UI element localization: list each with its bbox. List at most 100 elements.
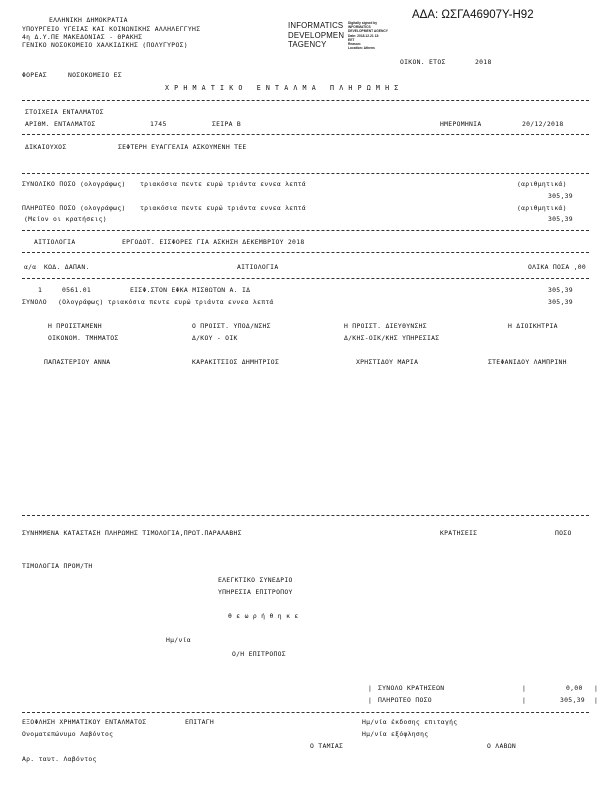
fiscal-year: 2018	[475, 58, 492, 66]
summary-bar: |	[594, 696, 599, 704]
cheque-label: ΕΠΙΤΑΓΗ	[185, 718, 215, 726]
signature-role2: Δ/ΚΗΣ-ΟΙΚ/ΚΗΣ ΥΠΗΡΕΣΙΑΣ	[344, 334, 440, 342]
col-header-code: ΚΩΔ. ΔΑΠΑΝ.	[44, 263, 90, 271]
order-series: ΣΕΙΡΑ Β	[212, 120, 242, 128]
order-date: 20/12/2018	[522, 120, 564, 128]
receiver-label: Ο ΛΑΒΩΝ	[487, 742, 517, 750]
beneficiary-label: ΔΙΚΑΙΟΥΧΟΣ	[25, 143, 67, 151]
amount-header: ΠΟΣΟ	[555, 529, 572, 537]
audit-court: ΕΛΕΓΚΤΙΚΟ ΣΥΝΕΔΡΙΟ	[218, 576, 293, 584]
signature-name: ΧΡΗΣΤΙΔΟΥ ΜΑΡΙΑ	[356, 358, 419, 366]
audit-commissioner: Ο/Η ΕΠΙΤΡΟΠΟΣ	[232, 650, 286, 658]
settlement-label: ΕΞΟΦΛΗΣΗ ΧΡΗΜΑΤΙΚΟΥ ΕΝΤΑΛΜΑΤΟΣ	[22, 718, 147, 726]
justification-text: ΕΡΓΟΔΟΤ. ΕΙΣΦΟΡΕΣ ΓΙΑ ΑΣΚΗΣΗ ΔΕΚΕΜΒΡΙΟΥ …	[122, 238, 305, 246]
signature-role: Ο ΠΡΟΙΣΤ. ΥΠΟΔ/ΝΣΗΣ	[192, 322, 271, 330]
recipient-id-label: Αρ. ταυτ. Λαβόντος	[22, 755, 97, 763]
signature-role2: ΟΙΚΟΝΟΜ. ΤΜΗΜΑΤΟΣ	[48, 334, 119, 342]
stamp-line: INFORMATICS	[288, 21, 344, 30]
header-hospital: ΓΕΝΙΚΟ ΝΟΣΟΚΟΜΕΙΟ ΧΑΛΚΙΔΙΚΗΣ (ΠΟΛΥΓΥΡΟΣ)	[22, 41, 188, 49]
signature-role: Η ΠΡΟΙΣΤ. ΔΙΕΥΘΥΝΣΗΣ	[344, 322, 427, 330]
row-no: 1	[38, 286, 43, 294]
table-total-label: ΣΥΝΟΛΟ	[22, 298, 47, 306]
payment-date-label: Ημ/νία εξόφλησης	[362, 730, 429, 738]
summary-bar: |	[522, 684, 527, 692]
stamp-meta-line: Digitally signed by	[348, 21, 378, 25]
in-words-label: (ολογράφως)	[80, 180, 126, 188]
signature-role2: Δ/ΚΟΥ - ΟΙΚ	[192, 334, 238, 342]
numeric-label: (αριθμητικά)	[517, 204, 567, 212]
table-total-words: (Ολογράφως) τριακόσια πεντε ευρώ τριάντα…	[58, 298, 274, 306]
col-header-amount: ΟΛΙΚΑ ΠΟΣΑ ,00	[528, 263, 587, 271]
summary-bar: |	[594, 684, 599, 692]
total-amount: 305,39	[548, 192, 573, 200]
summary-bar: |	[368, 684, 373, 692]
supplier-invoices-label: ΤΙΜΟΛΟΓΙΑ ΠΡΟΜ/ΤΗ	[22, 562, 93, 570]
stamp-line: TAGENCY	[288, 40, 327, 49]
payable-in-words: τριακόσια πεντε ευρώ τριάντα εννεα λεπτά	[140, 204, 306, 212]
stamp-meta-line: Reason:	[348, 42, 362, 47]
signature-name: ΠΑΠΑΣΤΕΡΙΟΥ ΑΝΝΑ	[44, 358, 111, 366]
cashier-label: Ο ΤΑΜΙΑΣ	[310, 742, 344, 750]
summary-deductions: 0,00	[566, 684, 583, 692]
col-header-justification: ΑΙΤΙΟΛΟΓΙΑ	[237, 263, 279, 271]
row-desc: ΕΙΣΦ.ΣΤΟΝ ΕΦΚΑ ΜΙΣΘΩΤΩΝ Α. ΙΔ	[130, 286, 251, 294]
order-number: 1745	[150, 120, 167, 128]
divider	[22, 230, 589, 231]
divider	[22, 252, 589, 253]
fiscal-year-label: ΟΙΚΟΝ. ΕΤΟΣ	[400, 58, 446, 66]
ada-code: ΑΔΑ: ΩΣΓΑ46907Υ-Η92	[412, 9, 534, 21]
divider	[22, 100, 589, 101]
audit-service: ΥΠΗΡΕΣΙΑ ΕΠΙΤΡΟΠΟΥ	[218, 588, 293, 596]
col-header-no: α/α	[24, 263, 37, 271]
payable-amount: 305,39	[548, 215, 573, 223]
stamp-meta-line: DEVELOPMENT AGENCY	[348, 29, 388, 34]
divider	[22, 278, 589, 279]
summary-bar: |	[522, 696, 527, 704]
recipient-name-label: Ονοματεπώνυμο Λαβόντος	[22, 730, 114, 738]
signature-role: Η ΠΡΟΙΣΤΑΜΕΝΗ	[48, 322, 102, 330]
row-amount: 305,39	[548, 286, 573, 294]
stamp-meta-line: Date: 2018.12.21 13:	[348, 33, 380, 38]
header-region: 4η Δ.Υ.ΠΕ ΜΑΚΕΔΟΝΙΑΣ - ΘΡΑΚΗΣ	[22, 33, 143, 41]
table-total-amount: 305,39	[548, 298, 573, 306]
audit-approved: θ ε ω ρ ή θ η κ ε	[228, 612, 299, 620]
order-section-label: ΣΤΟΙΧΕΙΑ ΕΝΤΑΛΜΑΤΟΣ	[25, 108, 104, 116]
order-date-label: ΗΜΕΡΟΜΗΝΙΑ	[440, 120, 482, 128]
less-deductions-label: (Μείον οι κρατήσεις)	[24, 215, 107, 223]
attachments-label: ΣΥΝΗΜΜΕΝΑ ΚΑΤΑΣΤΑΣΗ ΠΛΗΡΩΜΗΣ ΤΙΜΟΛΟΓΙΑ,Π…	[22, 529, 242, 537]
signature-name: ΣΤΕΦΑΝΙΔΟΥ ΛΑΜΠΡΙΝΗ	[488, 358, 567, 366]
payable-amount-label: ΠΛΗΡΩΤΕΟ ΠΟΣΟ	[22, 204, 76, 212]
summary-deductions-label: ΣΥΝΟΛΟ ΚΡΑΤΗΣΕΩΝ	[378, 684, 445, 692]
audit-date-label: Ημ/νία	[166, 636, 191, 644]
justification-label: ΑΙΤΙΟΛΟΓΙΑ	[34, 238, 76, 246]
total-amount-label: ΣΥΝΟΛΙΚΟ ΠΟΣΟ	[22, 180, 76, 188]
stamp-line: DEVELOPMEN	[288, 30, 345, 40]
document-title: ΧΡΗΜΑΤΙΚΟ ΕΝΤΑΛΜΑ ΠΛΗΡΩΜΗΣ	[165, 84, 404, 92]
divider	[22, 173, 589, 174]
row-code: 0561.01	[62, 286, 92, 294]
summary-payable: 305,39	[560, 696, 585, 704]
header-country: ΕΛΛΗΝΙΚΗ ΔΗΜΟΚΡΑΤΙΑ	[49, 16, 128, 24]
divider	[22, 134, 589, 135]
in-words-label: (ολογράφως)	[80, 204, 126, 212]
agency-label: ΦΟΡΕΑΣ	[22, 71, 47, 79]
stamp-meta-line: INFORMATICS	[348, 25, 371, 30]
order-number-label: ΑΡΙΘΜ. ΕΝΤΑΛΜΑΤΟΣ	[25, 120, 96, 128]
stamp-meta-line: Location: Athens	[348, 46, 375, 51]
header-ministry: ΥΠΟΥΡΓΕΙΟ ΥΓΕΙΑΣ ΚΑΙ ΚΟΙΝΩΝΙΚΗΣ ΑΛΛΗΛΕΓΓ…	[22, 25, 201, 33]
summary-payable-label: ΠΛΗΡΩΤΕΟ ΠΟΣΟ	[378, 696, 432, 704]
divider	[22, 515, 589, 516]
stamp-meta-line: EET	[348, 37, 355, 42]
signature-role: Η ΔΙΟΙΚΗΤΡΙΑ	[508, 322, 558, 330]
agency: ΝΟΣΟΚΟΜΕΙΟ ΕΣ	[68, 71, 122, 79]
digital-signature-stamp: INFORMATICS DEVELOPMEN TAGENCY	[288, 21, 344, 50]
beneficiary: ΣΕΦΤΕΡΗ ΕΥΑΓΓΕΛΙΑ ΑΣΚΟΥΜΕΝΗ ΤΕΕ	[118, 143, 247, 151]
numeric-label: (αριθμητικά)	[517, 180, 567, 188]
cheque-date-label: Ημ/νία έκδοσης επιταγής	[362, 718, 458, 726]
total-in-words: τριακόσια πεντε ευρώ τριάντα εννεα λεπτά	[140, 180, 306, 188]
summary-bar: |	[368, 696, 373, 704]
deductions-header: ΚΡΑΤΗΣΕΙΣ	[440, 529, 478, 537]
divider	[22, 712, 589, 713]
signature-name: ΚΑΡΑΚΙΤΣΙΟΣ ΔΗΜΗΤΡΙΟΣ	[192, 358, 280, 366]
digital-signature-details: Digitally signed by INFORMATICS DEVELOPM…	[348, 21, 388, 50]
